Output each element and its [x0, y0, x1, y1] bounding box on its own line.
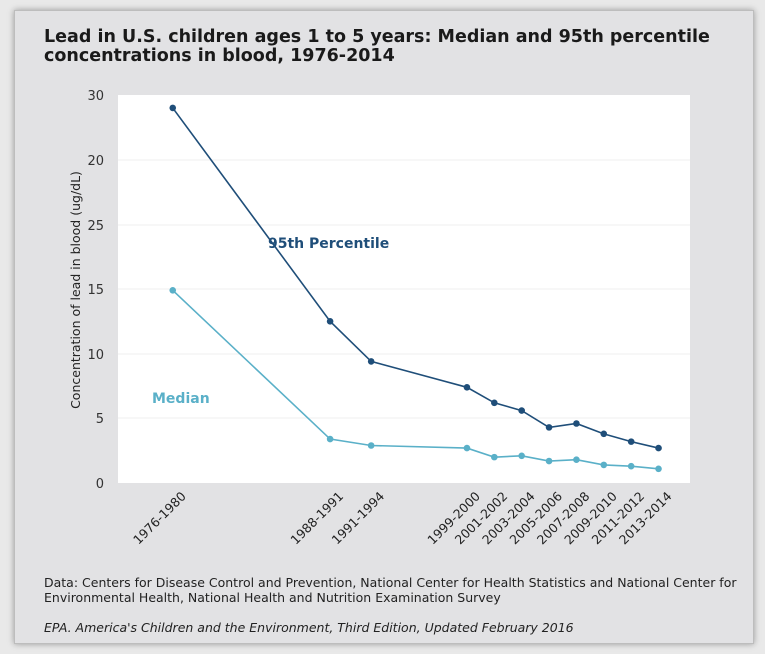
y-axis-ticks: 0 5 10 15 25 20 30: [87, 89, 104, 492]
data-point: [169, 104, 177, 112]
x-tick-label: 1976-1980: [130, 488, 189, 547]
chart-title: Lead in U.S. children ages 1 to 5 years:…: [44, 27, 710, 66]
y-tick-label: 0: [96, 477, 104, 492]
y-tick-label: 25: [87, 219, 104, 234]
data-point: [326, 435, 334, 443]
data-point: [655, 444, 662, 452]
data-point: [600, 461, 608, 469]
grid-lines: [118, 159, 690, 419]
data-point: [655, 465, 662, 473]
data-point: [463, 444, 471, 452]
data-point: [627, 438, 635, 445]
data-point: [491, 399, 498, 407]
data-point: [367, 442, 375, 449]
data-point: [518, 452, 525, 460]
data-point: [573, 456, 580, 464]
series-label-median: Median: [152, 391, 210, 407]
data-point: [463, 383, 471, 391]
data-point: [367, 358, 375, 365]
citation-note: EPA. America's Children and the Environm…: [44, 620, 574, 635]
data-point: [627, 462, 635, 470]
y-tick-label: 20: [87, 154, 104, 169]
data-point: [491, 453, 498, 461]
data-point: [518, 407, 525, 414]
y-axis-label: Concentration of lead in blood (ug/dL): [68, 171, 83, 409]
y-tick-label: 15: [87, 283, 104, 298]
data-point: [326, 318, 334, 325]
y-tick-label: 10: [87, 348, 104, 363]
data-point: [545, 424, 553, 431]
data-point: [573, 420, 580, 427]
data-source-note: Data: Centers for Disease Control and Pr…: [44, 575, 737, 605]
y-tick-label: 5: [96, 412, 104, 427]
data-point: [600, 430, 608, 438]
data-point: [545, 457, 553, 465]
series-layer: [169, 104, 662, 473]
y-tick-label: 30: [87, 89, 104, 104]
series-label-95th-percentile: 95th Percentile: [268, 236, 389, 252]
data-point: [169, 286, 177, 294]
